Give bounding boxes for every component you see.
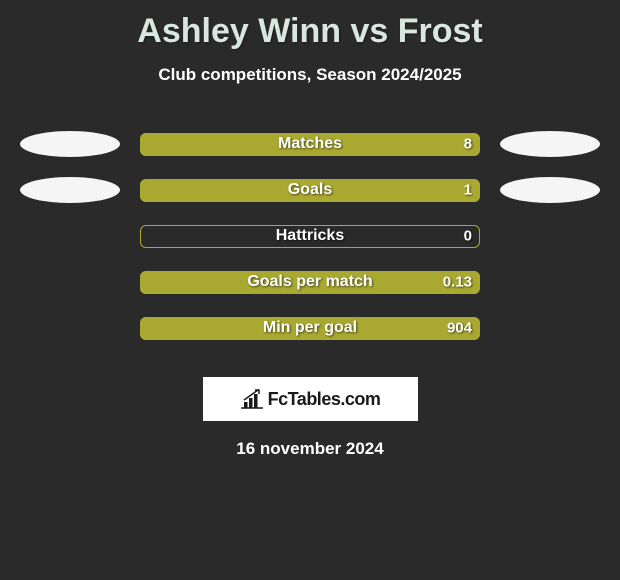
- left-value-ellipse: [20, 177, 120, 203]
- left-value-ellipse: [20, 131, 120, 157]
- stat-bar: Hattricks0: [140, 225, 480, 248]
- stat-value-right: 0: [464, 228, 472, 245]
- right-ellipse-placeholder: [500, 315, 600, 341]
- left-ellipse-placeholder: [20, 223, 120, 249]
- right-ellipse-placeholder: [500, 223, 600, 249]
- stat-row: Goals per match0.13: [0, 259, 620, 305]
- stat-value-right: 0.13: [443, 274, 472, 291]
- date-label: 16 november 2024: [0, 439, 620, 459]
- stat-value-right: 8: [464, 136, 472, 153]
- stat-row: Goals1: [0, 167, 620, 213]
- stat-value-right: 1: [464, 182, 472, 199]
- stat-row: Matches8: [0, 121, 620, 167]
- left-ellipse-placeholder: [20, 315, 120, 341]
- stat-label: Matches: [140, 135, 480, 153]
- right-value-ellipse: [500, 177, 600, 203]
- stat-label: Goals: [140, 181, 480, 199]
- stat-row: Hattricks0: [0, 213, 620, 259]
- stat-label: Hattricks: [140, 227, 480, 245]
- bar-chart-icon: [240, 389, 264, 409]
- stat-bar: Goals per match0.13: [140, 271, 480, 294]
- stat-row: Min per goal904: [0, 305, 620, 351]
- logo: FcTables.com: [240, 389, 381, 410]
- stats-area: Matches8Goals1Hattricks0Goals per match0…: [0, 121, 620, 351]
- stat-bar: Min per goal904: [140, 317, 480, 340]
- right-value-ellipse: [500, 131, 600, 157]
- logo-box: FcTables.com: [203, 377, 418, 421]
- logo-text: FcTables.com: [268, 389, 381, 410]
- stat-label: Goals per match: [140, 273, 480, 291]
- right-ellipse-placeholder: [500, 269, 600, 295]
- page-subtitle: Club competitions, Season 2024/2025: [0, 65, 620, 85]
- stat-label: Min per goal: [140, 319, 480, 337]
- stat-bar: Matches8: [140, 133, 480, 156]
- stat-bar: Goals1: [140, 179, 480, 202]
- page-title: Ashley Winn vs Frost: [0, 0, 620, 51]
- left-ellipse-placeholder: [20, 269, 120, 295]
- stat-value-right: 904: [447, 320, 472, 337]
